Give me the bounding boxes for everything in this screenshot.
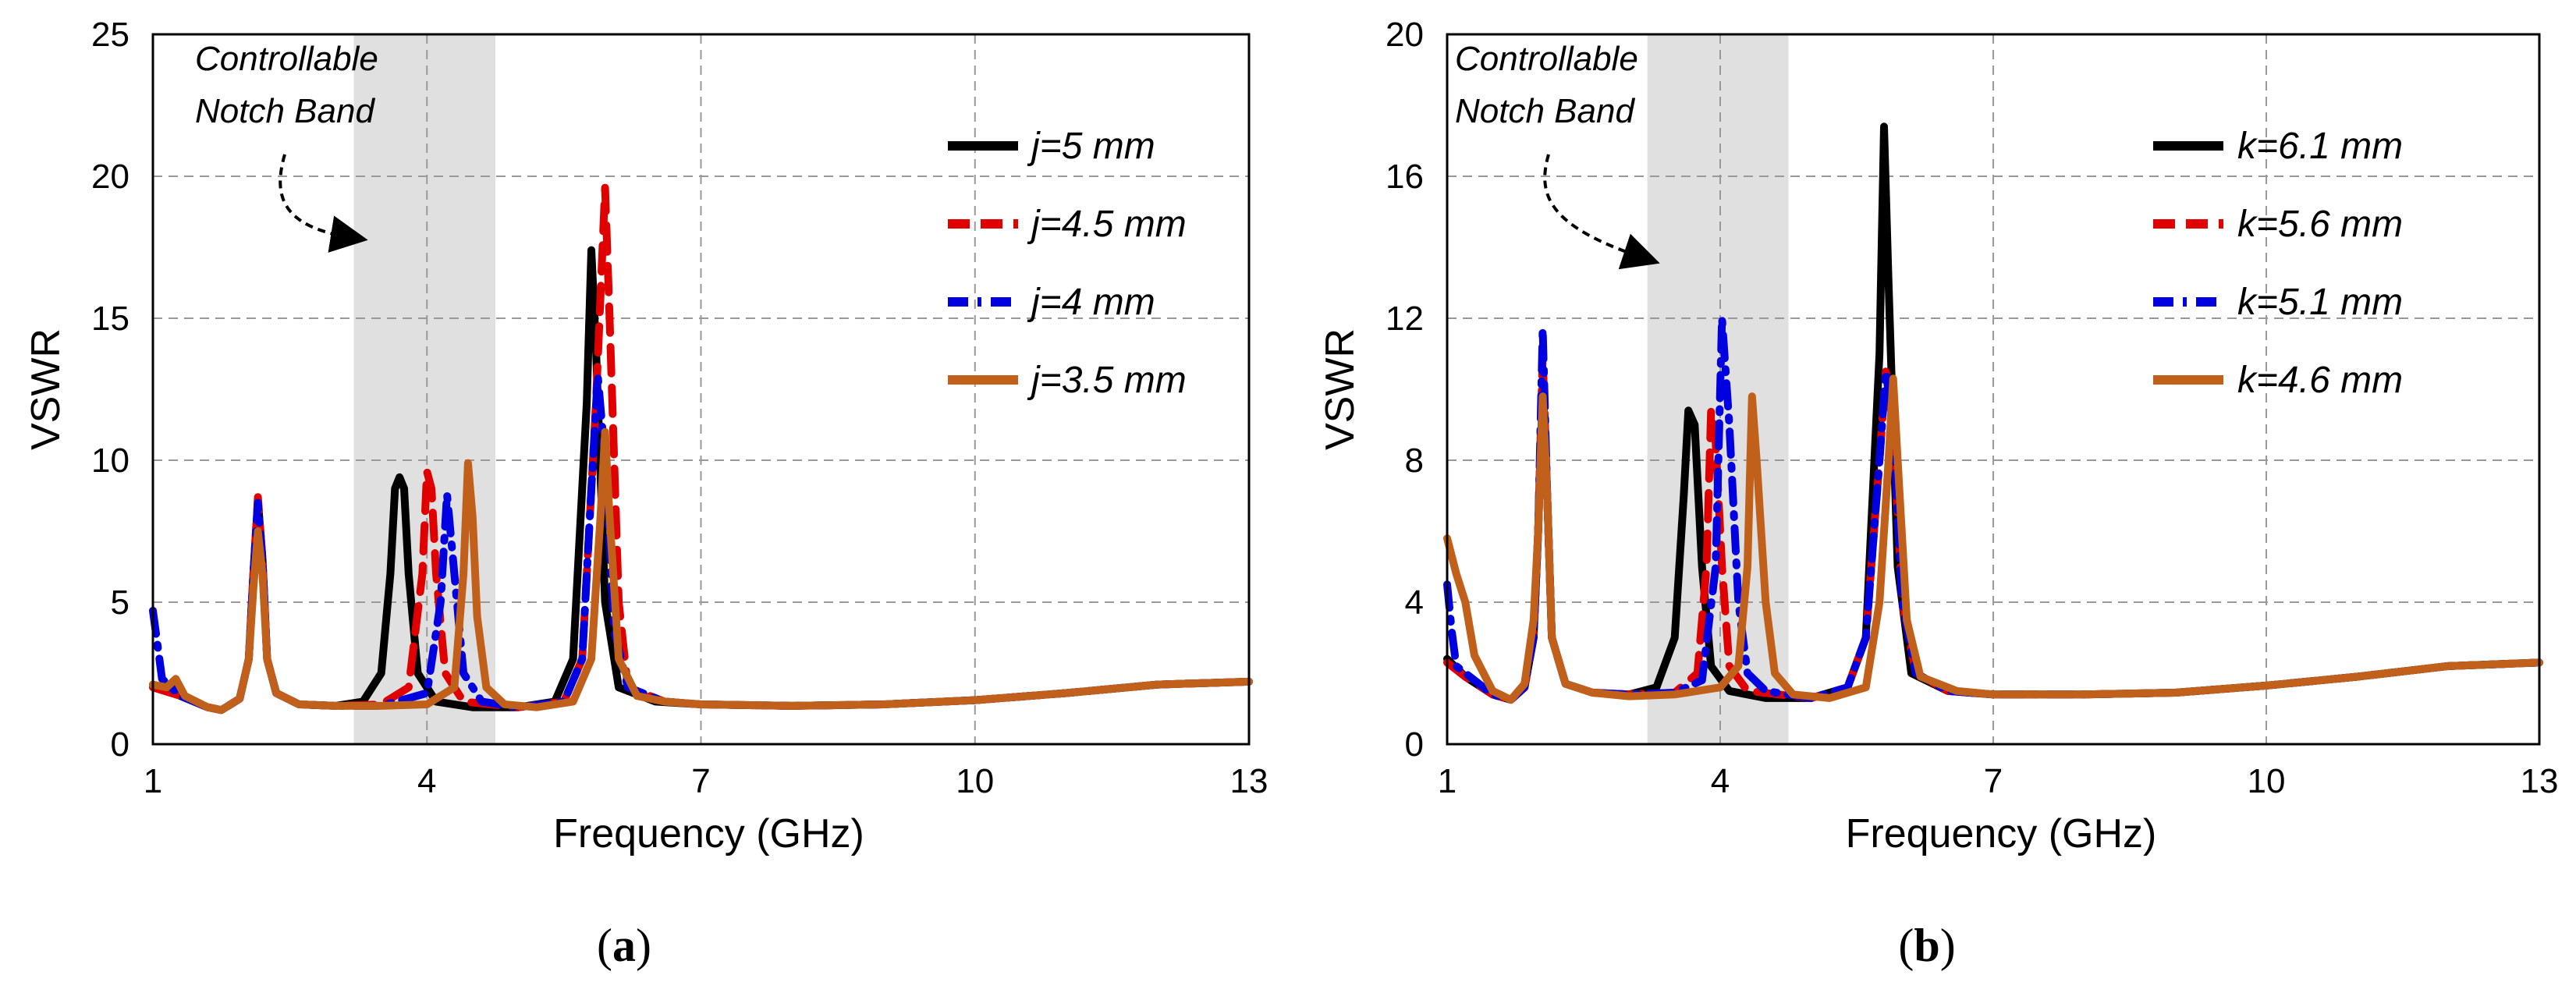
x-tick-label: 10	[956, 762, 994, 800]
notch-label-line2: Notch Band	[1455, 92, 1635, 130]
notch-label-line2: Notch Band	[195, 92, 375, 130]
y-tick-label: 10	[91, 442, 130, 480]
x-tick-label: 1	[1438, 762, 1457, 800]
notch-band-shade	[353, 34, 496, 744]
y-tick-label: 16	[1386, 158, 1424, 196]
x-tick-label: 13	[2521, 762, 2559, 800]
plot-frame	[151, 33, 1251, 746]
y-tick-label: 25	[91, 16, 130, 54]
y-axis-title: VSWR	[1318, 328, 1363, 450]
panel-caption: (a)	[597, 920, 651, 971]
legend-label: j=5 mm	[1027, 126, 1155, 167]
legend: k=6.1 mm k=5.6 mm k=5.1 mm k=4.6 mm	[2153, 126, 2403, 401]
y-tick-label: 15	[91, 300, 130, 338]
y-axis-title: VSWR	[23, 328, 69, 450]
chart-panel-a: 1 4 7 10 13 0 5 10 15 20 25 Frequency (GHz) VSWR Cont…	[23, 16, 1268, 971]
y-tick-label: 12	[1386, 300, 1424, 338]
x-axis-title: Frequency (GHz)	[553, 811, 864, 856]
y-tick-label: 4	[1405, 583, 1424, 622]
notch-arrow	[1543, 154, 1660, 270]
legend-label: j=3.5 mm	[1027, 360, 1187, 401]
plot-frame	[1446, 33, 2541, 746]
x-tick-label: 7	[691, 762, 710, 800]
x-tick-label: 13	[1230, 762, 1268, 800]
y-tick-label: 20	[1386, 16, 1424, 54]
legend-label: k=4.6 mm	[2237, 360, 2403, 401]
series-line-3	[1443, 374, 2543, 704]
y-tick-label: 8	[1405, 442, 1424, 480]
chart-panel-b: 1 4 7 10 13 0 4 8 12 16 20 Frequency (GHz) VSWR Contr…	[1318, 16, 2558, 971]
notch-arrow	[279, 154, 368, 253]
x-tick-label: 7	[1984, 762, 2003, 800]
x-tick-label: 4	[417, 762, 436, 800]
legend-label: k=5.1 mm	[2237, 282, 2403, 323]
y-tick-label: 5	[111, 583, 130, 622]
y-tick-label: 0	[1405, 725, 1424, 764]
legend-label: k=6.1 mm	[2237, 126, 2403, 167]
legend: j=5 mm j=4.5 mm j=4 mm j=3.5 mm	[948, 126, 1187, 401]
series-line-3	[149, 427, 1253, 715]
y-tick-label: 20	[91, 158, 130, 196]
legend-label: j=4 mm	[1027, 282, 1155, 323]
y-tick-label: 0	[111, 725, 130, 764]
legend-label: k=5.6 mm	[2237, 204, 2403, 245]
x-tick-label: 1	[144, 762, 162, 800]
x-axis-title: Frequency (GHz)	[1846, 811, 2157, 856]
x-tick-label: 10	[2248, 762, 2286, 800]
legend-label: j=4.5 mm	[1027, 204, 1187, 245]
panel-caption: (b)	[1898, 920, 1955, 971]
notch-label-line1: Controllable	[1455, 40, 1638, 78]
notch-label-line1: Controllable	[195, 40, 378, 78]
x-tick-label: 4	[1711, 762, 1730, 800]
